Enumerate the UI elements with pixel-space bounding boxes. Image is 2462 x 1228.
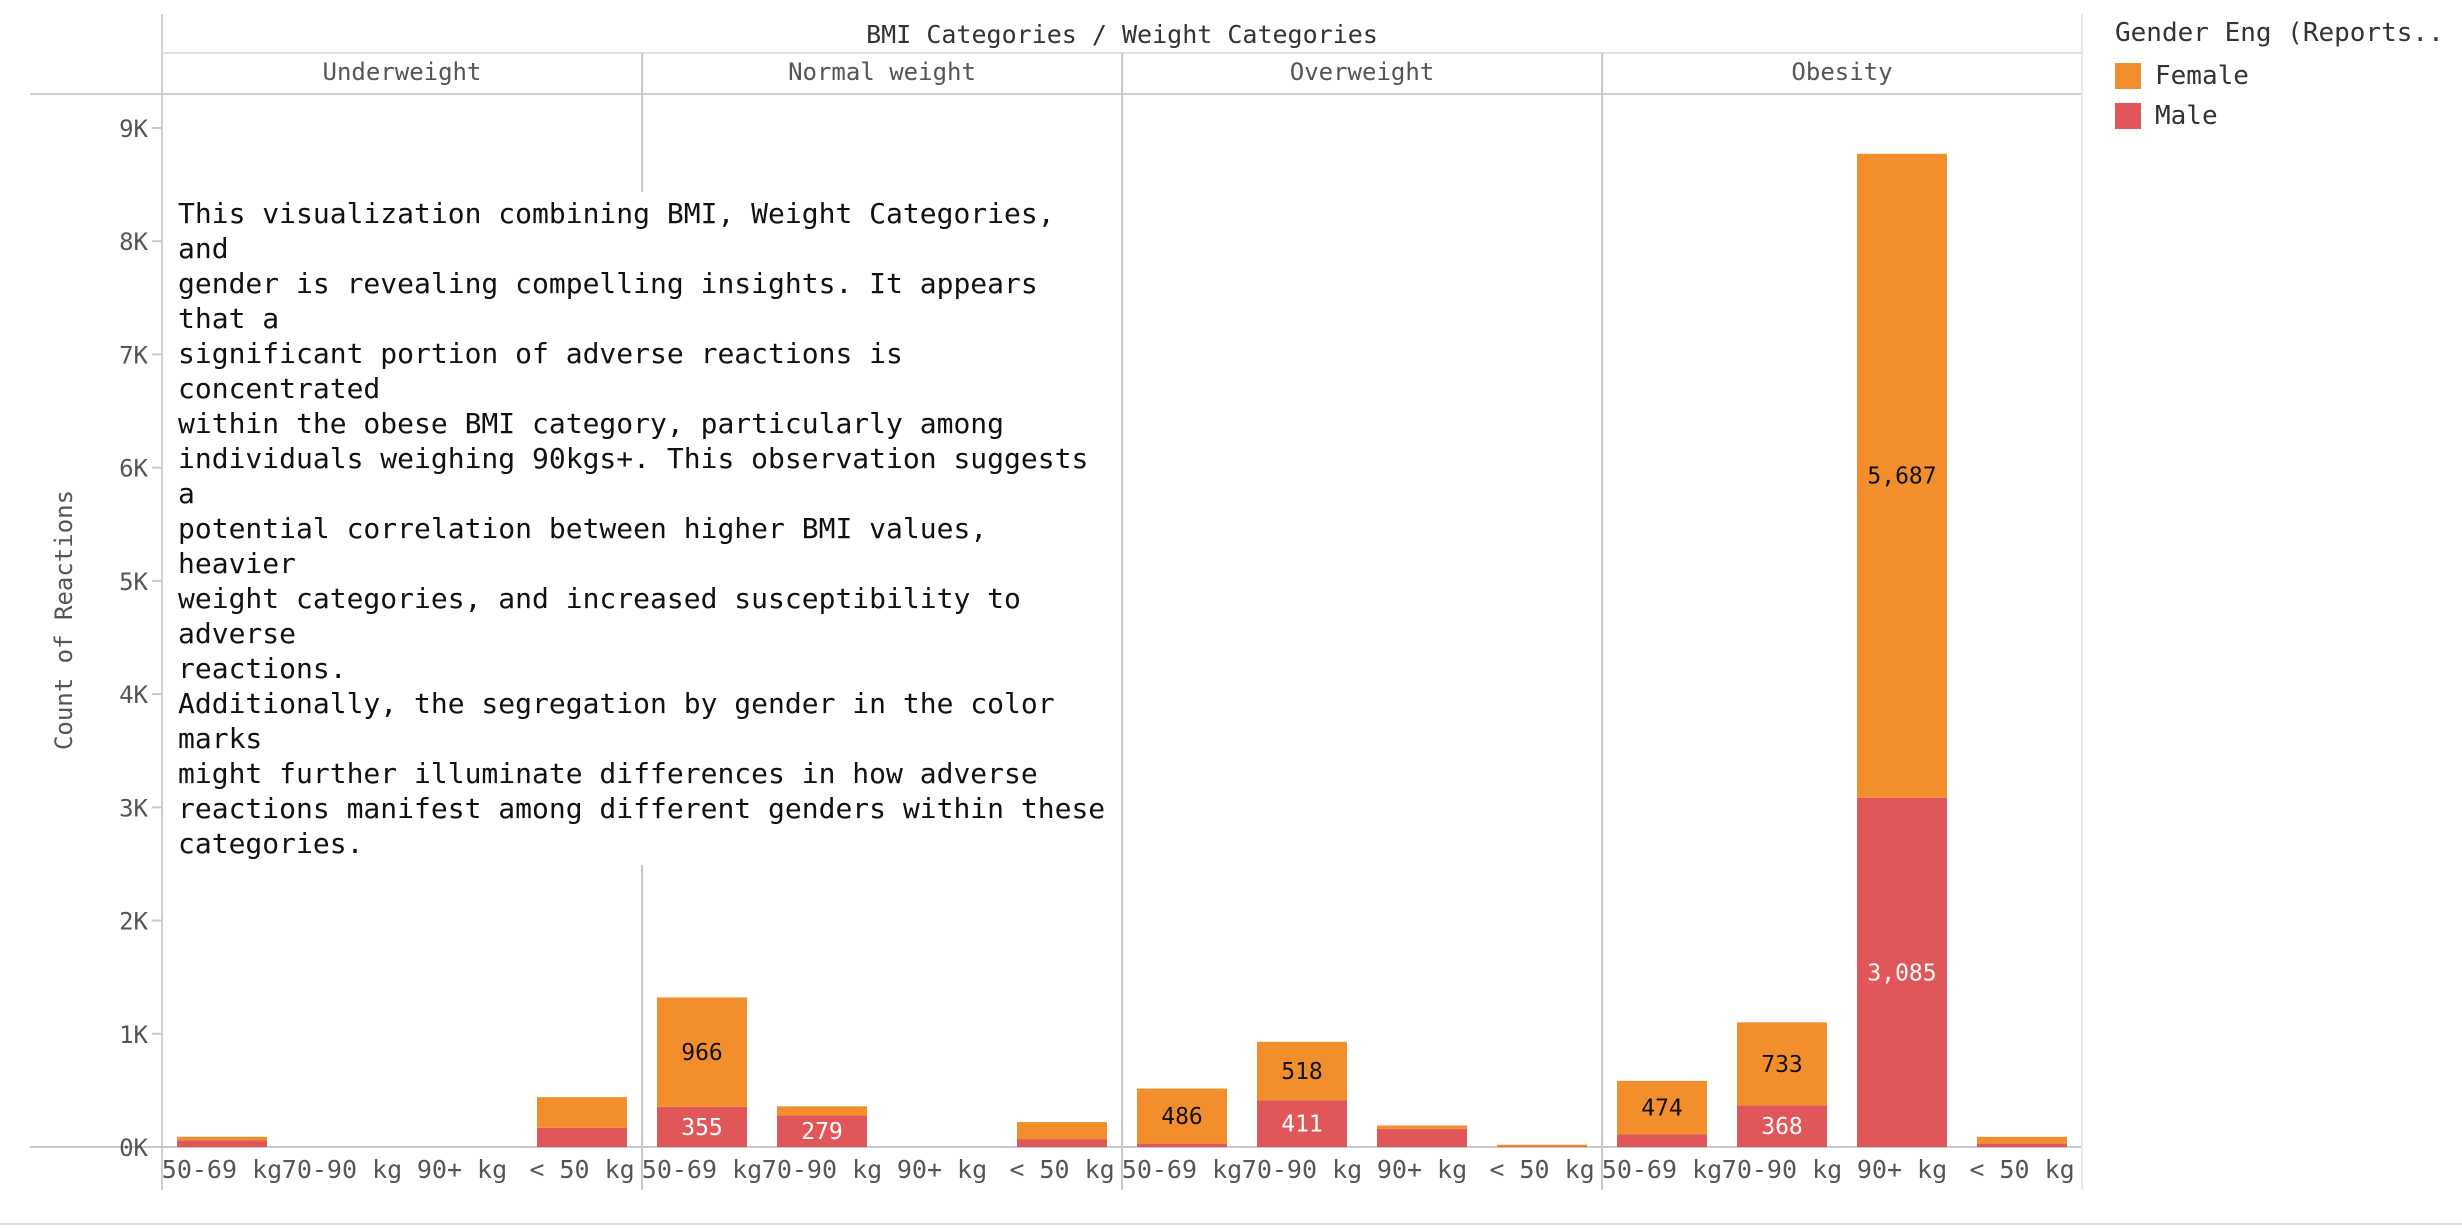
x-tick-label-2-0: 50-69 kg	[1122, 1155, 1242, 1184]
x-tick-label-0-0: 50-69 kg	[162, 1155, 282, 1184]
x-tick-label-0-3: < 50 kg	[529, 1155, 634, 1184]
bar-female-1-3	[1017, 1122, 1107, 1140]
x-tick-label-0-2: 90+ kg	[417, 1155, 507, 1184]
bar-male-2-0	[1137, 1143, 1227, 1147]
y-tick-label-6000: 6K	[119, 455, 148, 483]
legend: Gender Eng (Reports.. Female Male	[2115, 18, 2444, 136]
bar-male-2-3	[1497, 1146, 1587, 1147]
y-axis-label: Count of Reactions	[50, 489, 78, 751]
x-tick-label-1-1: 70-90 kg	[762, 1155, 882, 1184]
data-label-male-3-2: 3,085	[1867, 960, 1936, 986]
bar-male-2-2	[1377, 1128, 1467, 1147]
x-tick-label-3-1: 70-90 kg	[1722, 1155, 1842, 1184]
legend-swatch-female	[2115, 63, 2141, 89]
y-tick-label-0: 0K	[119, 1134, 148, 1162]
bar-female-3-0	[1617, 1080, 1707, 1135]
legend-item-female[interactable]: Female	[2115, 56, 2444, 96]
x-tick-label-1-2: 90+ kg	[897, 1155, 987, 1184]
y-tick-label-3000: 3K	[119, 794, 148, 822]
y-tick-label-7000: 7K	[119, 341, 148, 369]
data-label-female-3-2: 5,687	[1867, 464, 1936, 490]
bar-male-1-1	[777, 1115, 867, 1147]
x-tick-label-2-3: < 50 kg	[1489, 1155, 1594, 1184]
x-tick-label-3-2: 90+ kg	[1857, 1155, 1947, 1184]
data-label-male-2-1: 411	[1281, 1112, 1323, 1138]
data-label-male-1-0: 355	[681, 1115, 723, 1141]
y-tick-label-8000: 8K	[119, 228, 148, 256]
legend-label-male: Male	[2155, 101, 2218, 131]
bar-female-3-1	[1737, 1022, 1827, 1106]
y-tick-label-9000: 9K	[119, 115, 148, 143]
bar-female-0-3	[537, 1097, 627, 1128]
panel-title-underweight: Underweight	[322, 58, 482, 86]
x-tick-label-3-0: 50-69 kg	[1602, 1155, 1722, 1184]
bar-female-2-2	[1377, 1125, 1467, 1129]
y-tick-label-1000: 1K	[119, 1021, 148, 1049]
y-tick-label-2000: 2K	[119, 908, 148, 936]
bar-female-1-1	[777, 1106, 867, 1116]
legend-item-male[interactable]: Male	[2115, 96, 2444, 136]
bar-female-2-3	[1497, 1144, 1587, 1147]
bar-female-2-1	[1257, 1041, 1347, 1101]
x-tick-label-3-3: < 50 kg	[1969, 1155, 2074, 1184]
bar-female-3-2	[1857, 153, 1947, 798]
bar-male-3-3	[1977, 1143, 2067, 1147]
bar-male-3-2	[1857, 797, 1947, 1147]
bar-male-1-0	[657, 1106, 747, 1147]
chart-title: BMI Categories / Weight Categories	[866, 20, 1378, 49]
data-label-female-2-1: 518	[1281, 1059, 1323, 1085]
data-label-female-3-0: 474	[1641, 1096, 1683, 1122]
data-label-female-1-0: 966	[681, 1040, 723, 1066]
data-label-male-3-1: 368	[1761, 1114, 1803, 1140]
x-tick-label-2-1: 70-90 kg	[1242, 1155, 1362, 1184]
bar-male-3-1	[1737, 1105, 1827, 1147]
bar-female-3-3	[1977, 1136, 2067, 1144]
y-tick-label-5000: 5K	[119, 568, 148, 596]
bar-female-2-0	[1137, 1088, 1227, 1144]
legend-swatch-male	[2115, 103, 2141, 129]
bar-male-3-0	[1617, 1134, 1707, 1147]
panel-title-obesity: Obesity	[1791, 58, 1893, 86]
legend-title: Gender Eng (Reports..	[2115, 18, 2444, 48]
bar-male-0-0	[177, 1140, 267, 1147]
bar-female-1-0	[657, 997, 747, 1107]
y-tick-label-4000: 4K	[119, 681, 148, 709]
data-label-female-3-1: 733	[1761, 1052, 1803, 1078]
bar-male-2-1	[1257, 1100, 1347, 1147]
bar-male-0-3	[537, 1127, 627, 1147]
x-tick-label-2-2: 90+ kg	[1377, 1155, 1467, 1184]
panel-title-normal-weight: Normal weight	[788, 58, 976, 86]
data-label-female-2-0: 486	[1161, 1104, 1203, 1130]
x-tick-label-0-1: 70-90 kg	[282, 1155, 402, 1184]
annotation-text: This visualization combining BMI, Weight…	[170, 192, 1116, 865]
panel-title-overweight: Overweight	[1289, 58, 1435, 86]
data-label-male-1-1: 279	[801, 1119, 843, 1145]
x-tick-label-1-3: < 50 kg	[1009, 1155, 1114, 1184]
legend-label-female: Female	[2155, 61, 2249, 91]
x-tick-label-1-0: 50-69 kg	[642, 1155, 762, 1184]
bar-male-1-3	[1017, 1139, 1107, 1147]
bar-female-0-0	[177, 1136, 267, 1141]
